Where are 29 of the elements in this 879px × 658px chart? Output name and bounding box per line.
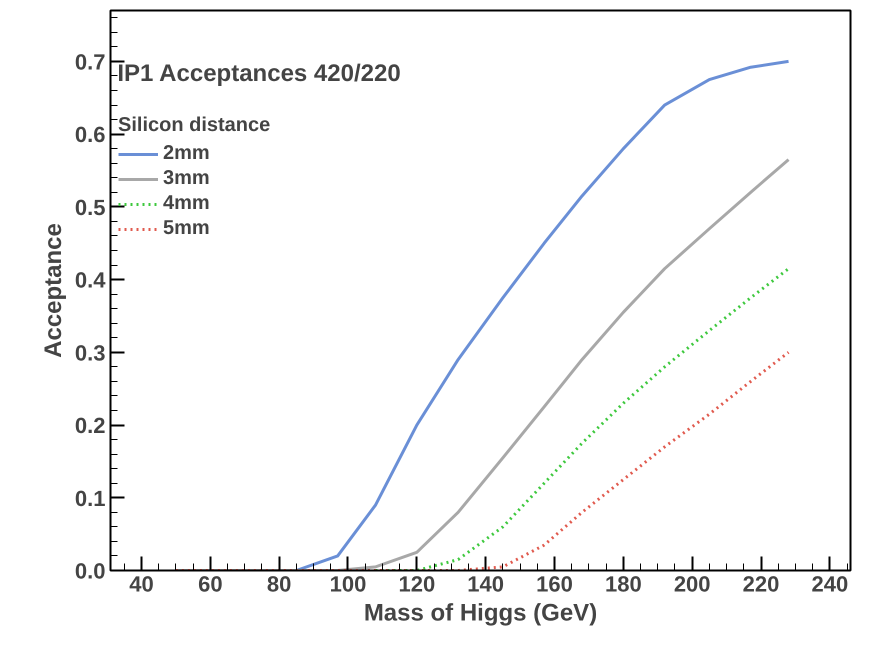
x-tick-label: 60 bbox=[198, 572, 223, 596]
legend-label: 4mm bbox=[163, 192, 210, 215]
x-tick-label: 240 bbox=[811, 572, 848, 596]
x-tick-label: 140 bbox=[467, 572, 504, 596]
text: IP1 Acceptances 420/220 bbox=[117, 60, 401, 87]
x-tick-label: 200 bbox=[674, 572, 711, 596]
x-axis-title: Mass of Higgs (GeV) bbox=[364, 600, 598, 626]
y-tick-label: 0.3 bbox=[74, 340, 106, 366]
x-tick-label: 40 bbox=[129, 572, 154, 596]
y-tick-label: 0.7 bbox=[74, 49, 106, 74]
y-tick-label: 0.1 bbox=[74, 486, 106, 511]
legend-label: 2mm bbox=[163, 142, 210, 165]
line-series bbox=[174, 350, 790, 570]
legend-label: 5mm bbox=[163, 217, 210, 240]
x-tick-label: 80 bbox=[266, 572, 292, 596]
x-tick-label: 180 bbox=[604, 572, 642, 596]
y-axis-title: Acceptance bbox=[40, 223, 67, 358]
x-tick-label: 220 bbox=[742, 572, 780, 596]
y-tick-label: 0.2 bbox=[74, 413, 106, 438]
y-tick-label: 0.4 bbox=[74, 268, 106, 293]
legend-title: Silicon distance bbox=[118, 114, 270, 137]
x-tick-label: 100 bbox=[330, 572, 366, 596]
x-tick-label: 160 bbox=[536, 572, 573, 596]
y-tick-label: 0.6 bbox=[74, 122, 106, 148]
y-tick-label: 0.5 bbox=[74, 194, 106, 220]
y-tick-label: 0.0 bbox=[74, 558, 106, 584]
legend-label: 3mm bbox=[163, 167, 210, 190]
line-series bbox=[374, 267, 790, 570]
x-tick-label: 120 bbox=[398, 572, 436, 596]
